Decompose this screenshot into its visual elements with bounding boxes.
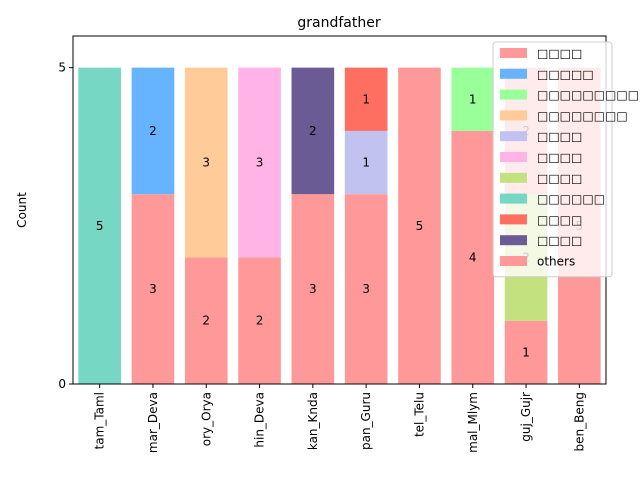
bar-tel_Telu-series-0 xyxy=(398,67,441,385)
bar-value-label: 4 xyxy=(469,250,477,264)
chart-title: grandfather xyxy=(297,15,380,31)
bar-hin_Deva-series-5 xyxy=(238,67,281,258)
legend-swatch xyxy=(500,172,527,183)
legend-swatch xyxy=(500,131,527,142)
bar-value-label: 3 xyxy=(309,282,317,296)
legend-swatch xyxy=(500,214,527,225)
bar-value-label: 3 xyxy=(149,282,157,296)
bar-value-label: 1 xyxy=(362,92,370,106)
bar-value-label: 2 xyxy=(149,124,157,138)
legend-label: □□□□ xyxy=(537,151,582,165)
bar-mar_Deva-series-1 xyxy=(131,67,175,195)
legend-swatch xyxy=(500,68,527,79)
x-tick-label: ben_Beng xyxy=(572,392,586,451)
legend-swatch xyxy=(500,256,527,266)
legend-swatch xyxy=(500,89,527,100)
x-tick-label: pan_Guru xyxy=(359,392,373,450)
bar-value-label: 5 xyxy=(96,219,104,233)
bar-tam_Taml-series-7 xyxy=(78,67,121,385)
axes-layer: 0 5 tam_Taml mar_Deva ory_Orya hin_Deva kan_Kn… xyxy=(58,35,607,453)
x-tick-label: hin_Deva xyxy=(253,392,267,448)
bar-pan_Guru-series-4 xyxy=(344,130,388,195)
bar-mar_Deva-series-0 xyxy=(131,194,175,384)
x-tick-label: mar_Deva xyxy=(146,392,160,453)
bar-value-label: 3 xyxy=(362,282,370,296)
bar-hin_Deva-series-0 xyxy=(238,257,281,384)
bar-value-label: 3 xyxy=(256,156,264,170)
y-axis-label: Count xyxy=(15,192,29,228)
bar-value-label: 5 xyxy=(416,219,424,233)
legend-label: □□□□□ xyxy=(537,67,594,81)
bar-ory_Orya-series-0 xyxy=(184,257,228,384)
x-tick-label: tel_Telu xyxy=(412,392,426,437)
bar-value-label: 2 xyxy=(309,124,317,138)
bar-kan_Knda-series-0 xyxy=(291,194,335,384)
bar-value-label: 1 xyxy=(469,92,477,106)
bar-kan_Knda-series-9 xyxy=(291,67,335,195)
legend-swatch xyxy=(500,235,527,246)
legend-label: □□□□□□□□ xyxy=(537,109,628,123)
bars-layer xyxy=(78,67,601,385)
x-tick-label: tam_Taml xyxy=(93,392,107,449)
legend-swatch xyxy=(500,48,527,58)
x-tick-label: kan_Knda xyxy=(306,392,320,450)
legend-label: others xyxy=(537,255,575,269)
legend-swatch xyxy=(500,152,527,162)
legend: □□□□□□□□□□□□□□□□□□□□□□□□□□□□□□□□□□□□□□□□… xyxy=(492,41,639,278)
legend-swatch xyxy=(500,110,527,121)
bar-pan_Guru-series-8 xyxy=(344,67,388,131)
legend-label: □□□□ xyxy=(537,47,582,61)
x-tick-label: ory_Orya xyxy=(199,392,213,446)
bar-value-label: 3 xyxy=(202,156,210,170)
bar-value-label: 1 xyxy=(522,345,530,359)
legend-label: □□□□□□ xyxy=(537,192,605,206)
legend-label: □□□□ xyxy=(537,234,582,248)
x-tick-label: mal_Mlym xyxy=(466,392,480,453)
bar-mal_Mlym-series-0 xyxy=(451,130,495,384)
legend-label: □□□□ xyxy=(537,213,582,227)
legend-label: □□□□ xyxy=(537,171,582,185)
x-tick-label: guj_Gujr xyxy=(519,392,533,442)
bar-value-label: 1 xyxy=(362,156,370,170)
bar-value-label: 2 xyxy=(256,314,264,328)
bar-pan_Guru-series-0 xyxy=(344,194,388,384)
legend-swatch xyxy=(500,193,527,204)
bar-ory_Orya-series-3 xyxy=(184,67,228,258)
bar-value-label: 2 xyxy=(202,314,210,328)
y-tick-label: 0 xyxy=(58,377,66,391)
bar-mal_Mlym-series-2 xyxy=(451,67,495,131)
bar-guj_Gujr-series-0 xyxy=(504,320,548,384)
legend-label: □□□□ xyxy=(537,130,582,144)
legend-label: □□□□□□□□□ xyxy=(537,88,639,102)
y-tick-label: 5 xyxy=(58,61,66,75)
